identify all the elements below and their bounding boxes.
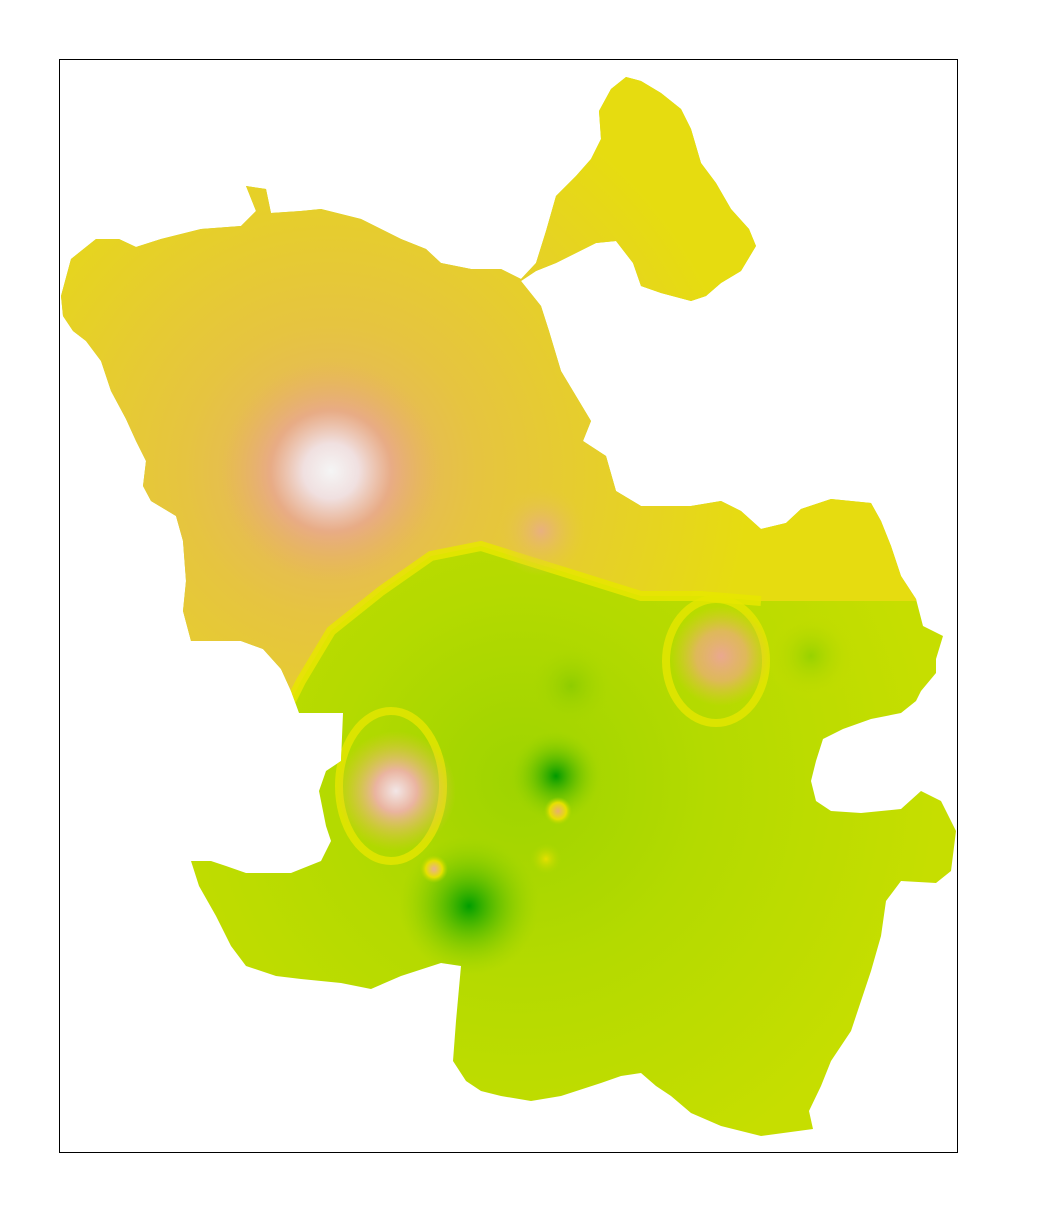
interpolated-map bbox=[61, 77, 956, 1136]
surface-layer bbox=[61, 77, 956, 1136]
hotspot-low-center bbox=[511, 731, 601, 821]
hotspot-low-center-north bbox=[531, 646, 611, 726]
contour-boundary bbox=[276, 540, 762, 724]
hotspot-peak-center-west bbox=[336, 731, 456, 851]
dot-high-c bbox=[420, 855, 448, 883]
hotspot-low-east bbox=[766, 611, 856, 701]
hotspot-low-southwest bbox=[399, 836, 539, 976]
dot-high-a bbox=[544, 797, 572, 825]
hotspot-peak-east bbox=[671, 606, 771, 706]
hotspot-peak-center-north bbox=[496, 486, 586, 576]
map-frame bbox=[59, 59, 958, 1153]
dot-mid-b bbox=[530, 843, 562, 875]
hotspot-peak-northwest bbox=[221, 361, 441, 581]
